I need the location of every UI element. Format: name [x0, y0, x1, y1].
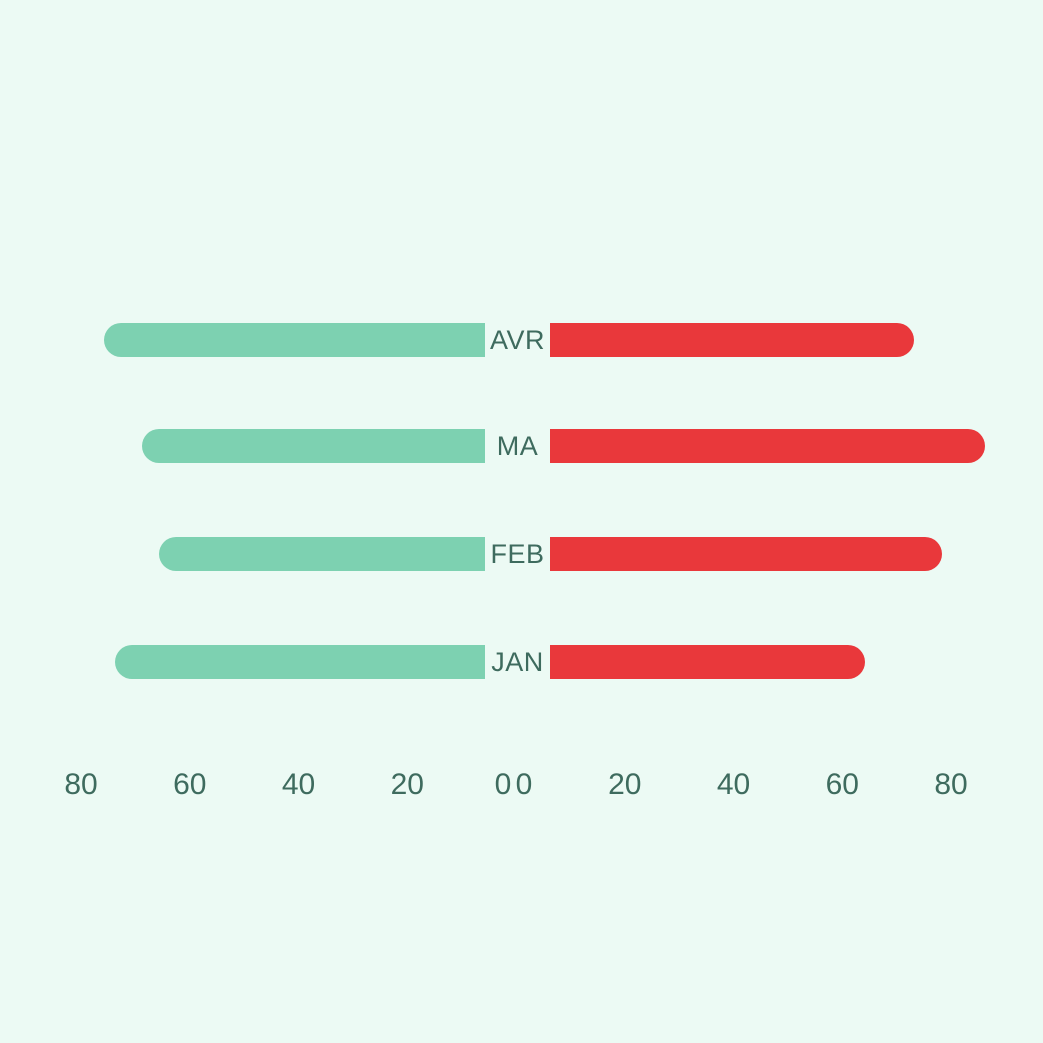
- right-bar-ma: [550, 429, 985, 463]
- right-axis-tick-80: 80: [934, 768, 968, 801]
- left-bar-jan: [115, 645, 485, 679]
- right-bar-jan: [550, 645, 866, 679]
- right-axis-tick-40: 40: [716, 768, 751, 801]
- right-axis-tick-60: 60: [825, 768, 859, 801]
- left-axis-tick-0: 0: [494, 768, 512, 801]
- left-bar-avr: [104, 323, 485, 357]
- category-label-jan: JAN: [491, 647, 544, 677]
- left-axis-tick-20: 20: [390, 768, 424, 801]
- left-axis-tick-80: 80: [64, 768, 98, 801]
- left-axis-tick-60: 60: [173, 768, 207, 801]
- category-label-feb: FEB: [490, 539, 545, 569]
- right-axis-tick-0: 0: [515, 768, 533, 801]
- left-bar-ma: [142, 429, 485, 463]
- right-bar-feb: [550, 537, 942, 571]
- right-axis-tick-20: 20: [608, 768, 642, 801]
- left-bar-feb: [158, 537, 485, 571]
- category-label-avr: AVR: [489, 325, 545, 355]
- right-bar-avr: [550, 323, 915, 357]
- category-label-ma: MA: [496, 431, 539, 461]
- left-axis-tick-40: 40: [281, 768, 316, 801]
